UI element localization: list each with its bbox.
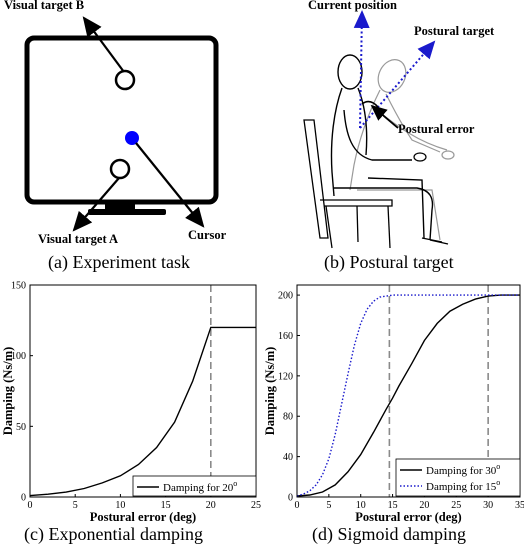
label-postural-error: Postural error: [398, 122, 475, 136]
x-tick-label: 25: [251, 500, 261, 511]
x-tick-label: 20: [419, 500, 429, 511]
series-line-1: [296, 294, 520, 497]
monitor-base: [88, 209, 166, 215]
y-axis-label: Damping (Ns/m): [1, 347, 15, 436]
arrow-target-b: [82, 16, 125, 73]
x-tick-label: 15: [161, 500, 171, 511]
y-tick-label: 80: [283, 412, 293, 423]
legend-label-1: Damping for 15o: [426, 478, 500, 493]
panel-sigmoid-damping: 0 5 10 15 20 25 30 35 0 40 80 120 160 200 Postural err…: [262, 275, 524, 550]
monitor-stand: [105, 203, 135, 209]
caption-c: (c) Exponential damping: [24, 524, 203, 544]
x-tick-label: 15: [388, 500, 398, 511]
arrow-target-a: [72, 177, 120, 232]
caption-d: (d) Sigmoid damping: [312, 524, 466, 544]
y-tick-label: 0: [288, 493, 293, 504]
label-cursor: Cursor: [188, 228, 227, 242]
x-tick-label: 5: [73, 500, 78, 511]
caption-a: (a) Experiment task: [48, 252, 190, 272]
y-tick-label: 100: [11, 351, 26, 362]
label-visual-target-a: Visual target A: [38, 232, 119, 246]
y-tick-label: 120: [278, 371, 293, 382]
visual-target-b: [114, 69, 136, 91]
label-visual-target-b: Visual target B: [4, 0, 85, 12]
y-tick-label: 40: [283, 452, 293, 463]
y-tick-label: 200: [278, 291, 293, 302]
x-tick-label: 20: [206, 500, 216, 511]
series-line-0: [296, 294, 520, 497]
legend-label-0: Damping for 20o: [163, 479, 237, 494]
caption-b: (b) Postural target: [324, 252, 454, 272]
sigmoid-damping-chart: 0 5 10 15 20 25 30 35 0 40 80 120 160 200 Postural err…: [263, 284, 524, 524]
postural-target-illustration: [303, 10, 455, 249]
legend-label-0: Damping for 30o: [426, 462, 500, 477]
cursor-dot: [125, 131, 139, 145]
arrow-current-position: [353, 10, 370, 129]
experiment-task-illustration: [24, 16, 219, 232]
y-tick-label: 50: [16, 422, 26, 433]
x-tick-label: 0: [28, 500, 33, 511]
y-tick-label: 0: [21, 493, 26, 504]
x-tick-label: 30: [483, 500, 493, 511]
x-tick-label: 5: [326, 500, 331, 511]
x-tick-label: 0: [295, 500, 300, 511]
legend-box: [132, 475, 257, 497]
monitor-screen: [24, 35, 219, 205]
visual-target-a: [109, 158, 131, 180]
x-tick-label: 10: [115, 500, 125, 511]
exponential-damping-chart: 0 5 10 15 20 25 0 50 100 150 Postural error (deg) D…: [1, 281, 261, 525]
series-line-0: [29, 326, 256, 497]
panel-postural-target: Current position Postural target Postura…: [262, 0, 524, 275]
chair: [303, 119, 393, 249]
plot-frame: [296, 284, 521, 498]
y-axis-label: Damping (Ns/m): [263, 347, 277, 436]
seated-person: [330, 54, 449, 245]
x-tick-label: 25: [451, 500, 461, 511]
x-axis-label: Postural error (deg): [90, 510, 196, 524]
postural-error-arc: [361, 100, 379, 108]
y-tick-label: 150: [11, 281, 26, 292]
label-current-position: Current position: [308, 0, 398, 12]
x-tick-label: 35: [515, 500, 524, 511]
x-axis-label: Postural error (deg): [355, 510, 461, 524]
x-tick-label: 10: [356, 500, 366, 511]
y-tick-label: 160: [278, 331, 293, 342]
arrow-postural-error: [370, 104, 399, 129]
manipulandum-handle: [413, 150, 455, 162]
arrow-cursor: [135, 142, 205, 228]
panel-experiment-task: Visual target B Visual target A Cursor (…: [0, 0, 262, 275]
legend-box: [395, 458, 521, 497]
panel-exponential-damping: 0 5 10 15 20 25 0 50 100 150 Postural error (deg) D…: [0, 275, 262, 550]
label-postural-target: Postural target: [414, 24, 495, 38]
plot-frame: [29, 284, 257, 498]
